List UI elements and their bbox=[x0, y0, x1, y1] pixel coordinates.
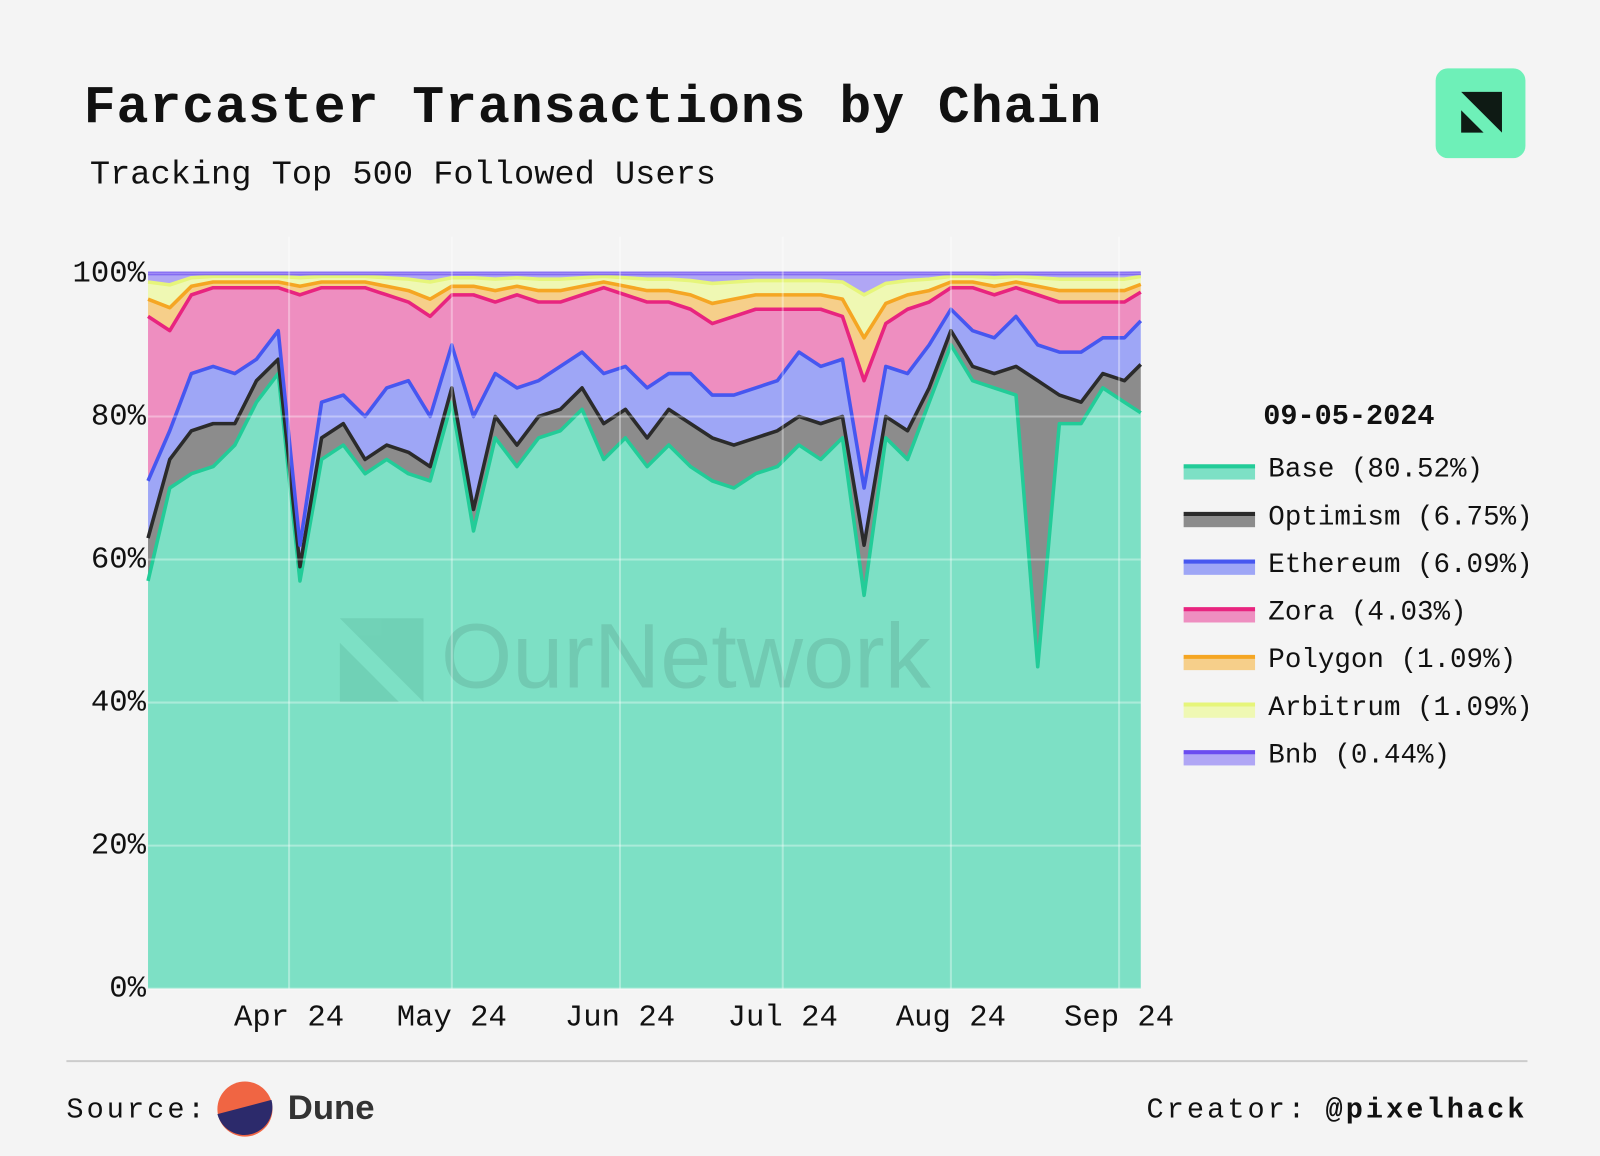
y-tick-label: 60% bbox=[91, 544, 147, 578]
legend-swatch bbox=[1183, 610, 1256, 623]
watermark: OurNetwork bbox=[339, 605, 932, 707]
watermark-text: OurNetwork bbox=[441, 605, 932, 707]
series-line bbox=[146, 343, 1142, 669]
series-line bbox=[147, 280, 1142, 340]
logo bbox=[1435, 68, 1526, 159]
x-tick-label: Jul 24 bbox=[728, 1001, 838, 1035]
series-line bbox=[147, 274, 1142, 297]
legend-label: Polygon (1.09%) bbox=[1268, 645, 1516, 676]
x-tick-label: Aug 24 bbox=[896, 1001, 1006, 1035]
series-line bbox=[146, 307, 1143, 548]
y-tick-label: 0% bbox=[109, 973, 146, 1007]
x-tick-label: Jun 24 bbox=[565, 1001, 675, 1035]
area bbox=[148, 309, 1141, 567]
legend-label: Optimism (6.75%) bbox=[1268, 502, 1532, 533]
series-line bbox=[146, 328, 1143, 569]
legend-label: Bnb (0.44%) bbox=[1268, 741, 1450, 772]
source-label: Source: bbox=[66, 1094, 207, 1127]
creator: @pixelhack bbox=[1326, 1094, 1528, 1127]
legend-swatch bbox=[1183, 467, 1256, 480]
legend-swatch bbox=[1183, 562, 1256, 575]
area bbox=[148, 344, 1141, 989]
x-tick-label: Sep 24 bbox=[1064, 1001, 1174, 1035]
legend-label: Ethereum (6.09%) bbox=[1268, 550, 1532, 581]
legend-swatch bbox=[1183, 514, 1256, 528]
plot-area bbox=[146, 271, 1143, 989]
legend-label: Zora (4.03%) bbox=[1268, 598, 1466, 629]
creator-label: Creator: bbox=[1147, 1094, 1309, 1127]
legend-swatch bbox=[1183, 657, 1256, 671]
y-tick-label: 100% bbox=[73, 258, 147, 292]
legend-swatch bbox=[1183, 753, 1256, 766]
legend-swatch bbox=[1183, 705, 1256, 718]
series-line bbox=[147, 285, 1142, 383]
dune-logo bbox=[217, 1081, 273, 1137]
source-name: Dune bbox=[288, 1089, 375, 1127]
legend: 09-05-2024 Base (80.52%) Optimism (6.75%)… bbox=[1183, 400, 1533, 772]
area bbox=[148, 287, 1141, 546]
legend-label: Arbitrum (1.09%) bbox=[1268, 693, 1532, 724]
legend-label: Base (80.52%) bbox=[1268, 455, 1483, 486]
x-tick-label: Apr 24 bbox=[234, 1001, 344, 1035]
area bbox=[148, 273, 1141, 295]
chart-subtitle: Tracking Top 500 Followed Users bbox=[90, 156, 716, 194]
y-tick-label: 40% bbox=[91, 687, 147, 721]
y-tick-label: 20% bbox=[91, 830, 147, 864]
legend-title: 09-05-2024 bbox=[1263, 400, 1434, 433]
y-tick-label: 80% bbox=[91, 401, 147, 435]
x-tick-label: May 24 bbox=[397, 1001, 507, 1035]
area bbox=[148, 276, 1141, 338]
chart-title: Farcaster Transactions by Chain bbox=[84, 78, 1102, 138]
area bbox=[148, 282, 1141, 381]
axes: Apr 24 May 24 Jun 24 Jul 24 Aug 24 Sep 24 0% 20… bbox=[73, 236, 1174, 1035]
